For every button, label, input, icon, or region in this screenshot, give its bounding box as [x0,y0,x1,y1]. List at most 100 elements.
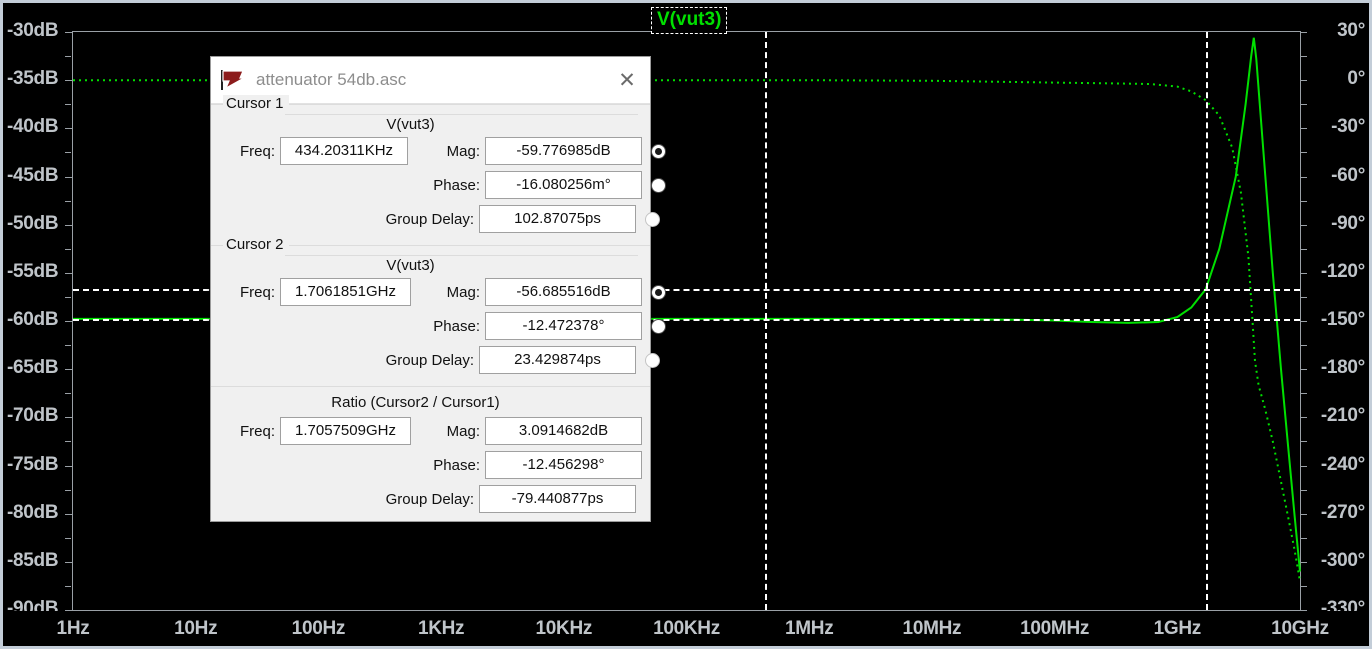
ratio-mag-label: Mag: [446,422,480,440]
y-axis-minor-tick [65,441,71,443]
trace-legend-label[interactable]: V(vut3) [651,7,728,34]
group-rule [285,114,638,115]
close-icon[interactable]: ✕ [618,68,636,92]
y-axis-label: -55dB [7,260,59,282]
cursor1-groupdelay-radio[interactable] [645,211,660,227]
ratio-phase-label: Phase: [433,456,480,474]
y2-axis-tick [1297,224,1307,226]
y-axis-minor-tick [1301,200,1307,202]
y-axis-minor-tick [1301,537,1307,539]
y2-axis-tick [1297,465,1307,467]
y2-axis-label: -60° [1331,164,1365,186]
x-axis-label: 1KHz [417,618,465,639]
cursor1-phase-field[interactable]: -16.080256m° [485,171,642,199]
cursor2-mag-field[interactable]: -56.685516dB [485,278,642,306]
cursor-readout-dialog[interactable]: attenuator 54db.asc ✕ Cursor 1 V(vut3) F… [210,56,666,525]
cursor2-group: Cursor 2 V(vut3) Freq: 1.7061851GHz Mag:… [211,236,666,386]
ratio-mag-field[interactable]: 3.0914682dB [485,417,642,445]
y-axis-tick [65,176,75,178]
waveform-traces [73,37,1301,582]
y-axis-minor-tick [65,489,71,491]
y2-axis-label: -30° [1331,116,1365,138]
y2-axis-tick [1297,32,1307,33]
y2-axis-label: 0° [1347,68,1365,90]
cursor2-phase-label: Phase: [433,317,480,335]
y-axis-label: -85dB [7,549,59,571]
y2-axis-tick [1297,176,1307,178]
cursor2-groupdelay-radio[interactable] [645,352,660,368]
x-axis-label: 10MHz [902,618,962,639]
cursor2-phase-field[interactable]: -12.472378° [485,312,642,340]
x-axis-label: 100KHz [653,618,720,639]
y-axis-tick [65,321,75,322]
cursor1-mag-field[interactable]: -59.776985dB [485,137,642,165]
y-axis-label: -45dB [7,164,59,186]
y2-axis-label: -150° [1320,309,1365,330]
y-axis-minor-tick [1301,345,1307,347]
cursor1-freq-row: Freq: 434.20311KHz Mag: -59.776985dB [223,137,666,165]
cursor1-mag-radio[interactable] [651,143,666,159]
y-axis-tick [65,369,75,371]
ratio-phase-field[interactable]: -12.456298° [485,451,642,479]
y2-axis-label: -210° [1320,405,1365,427]
cursor1-group: Cursor 1 V(vut3) Freq: 434.20311KHz Mag:… [211,95,666,245]
y-axis-minor-tick [65,152,71,154]
y-axis-label: -80dB [7,501,59,523]
y-axis-label: -75dB [7,453,59,475]
cursor2-freq-label: Freq: [239,283,275,301]
y-axis-tick [65,272,75,274]
cursor1-mag-label: Mag: [446,142,480,160]
y2-axis-tick [1297,128,1307,130]
dialog-title: attenuator 54db.asc [256,70,407,89]
cursor1-groupdelay-field[interactable]: 102.87075ps [479,205,636,233]
x-axis-label: 100Hz [291,618,346,639]
cursor2-groupdelay-field[interactable]: 23.429874ps [479,346,636,374]
cursor2-legend: Cursor 2 [223,236,289,253]
x-axis-label: 10Hz [174,618,218,639]
ratio-phase-row: Phase: -12.456298° [223,451,642,479]
ltspice-flag-logo [221,70,246,90]
y-axis-minor-tick [65,393,71,395]
y-axis-minor-tick [1301,393,1307,395]
cursor1-phase-label: Phase: [433,176,480,194]
plot-area[interactable]: -30dB 30° -35dB 0° -40dB -30° -45dB -60° -50dB -9… [3,3,1369,646]
x-axis-label: 1MHz [784,618,834,639]
dialog-body: Cursor 1 V(vut3) Freq: 434.20311KHz Mag:… [211,95,666,525]
cursor2-trace-name: V(vut3) [386,257,435,274]
y2-axis-label: 30° [1337,20,1365,41]
ratio-groupdelay-field[interactable]: -79.440877ps [479,485,636,513]
y-axis-minor-tick [65,200,71,202]
y-axis-tick [65,32,75,33]
ratio-group: Ratio (Cursor2 / Cursor1) Freq: 1.705750… [211,386,650,525]
ratio-groupdelay-row: Group Delay: -79.440877ps [223,485,638,513]
y-axis-minor-tick [1301,152,1307,154]
ratio-freq-field[interactable]: 1.7057509GHz [280,417,411,445]
cursor2-groupdelay-row: Group Delay: 23.429874ps [223,346,660,374]
y2-axis-label: -120° [1320,260,1365,282]
y2-axis-tick [1297,513,1307,515]
y-axis-tick [65,610,75,611]
y2-axis-label: -90° [1331,212,1365,234]
y2-axis-label: -180° [1320,357,1365,379]
cursor2-horizontal-line[interactable] [73,289,1300,292]
cursor1-freq-field[interactable]: 434.20311KHz [280,137,408,165]
y2-axis-tick [1297,369,1307,371]
cursor2-vertical-line[interactable] [1205,32,1208,610]
y-axis-tick [65,128,75,130]
x-axis-label: 1Hz [56,618,90,639]
y-axis-minor-tick [65,56,71,58]
cursor1-horizontal-line[interactable] [73,318,1300,321]
y-axis-minor-tick [65,248,71,250]
y2-axis-tick [1297,80,1307,82]
y-axis-minor-tick [1301,56,1307,58]
y-axis-minor-tick [1301,248,1307,250]
y-axis-tick [65,80,75,82]
cursor1-phase-radio[interactable] [651,177,666,193]
y-axis-tick [65,224,75,226]
ratio-freq-row: Freq: 1.7057509GHz Mag: 3.0914682dB [223,417,642,445]
cursor2-mag-radio[interactable] [651,284,666,300]
cursor2-phase-radio[interactable] [651,318,666,334]
cursor1-vertical-line[interactable] [764,32,767,610]
cursor2-freq-field[interactable]: 1.7061851GHz [280,278,411,306]
